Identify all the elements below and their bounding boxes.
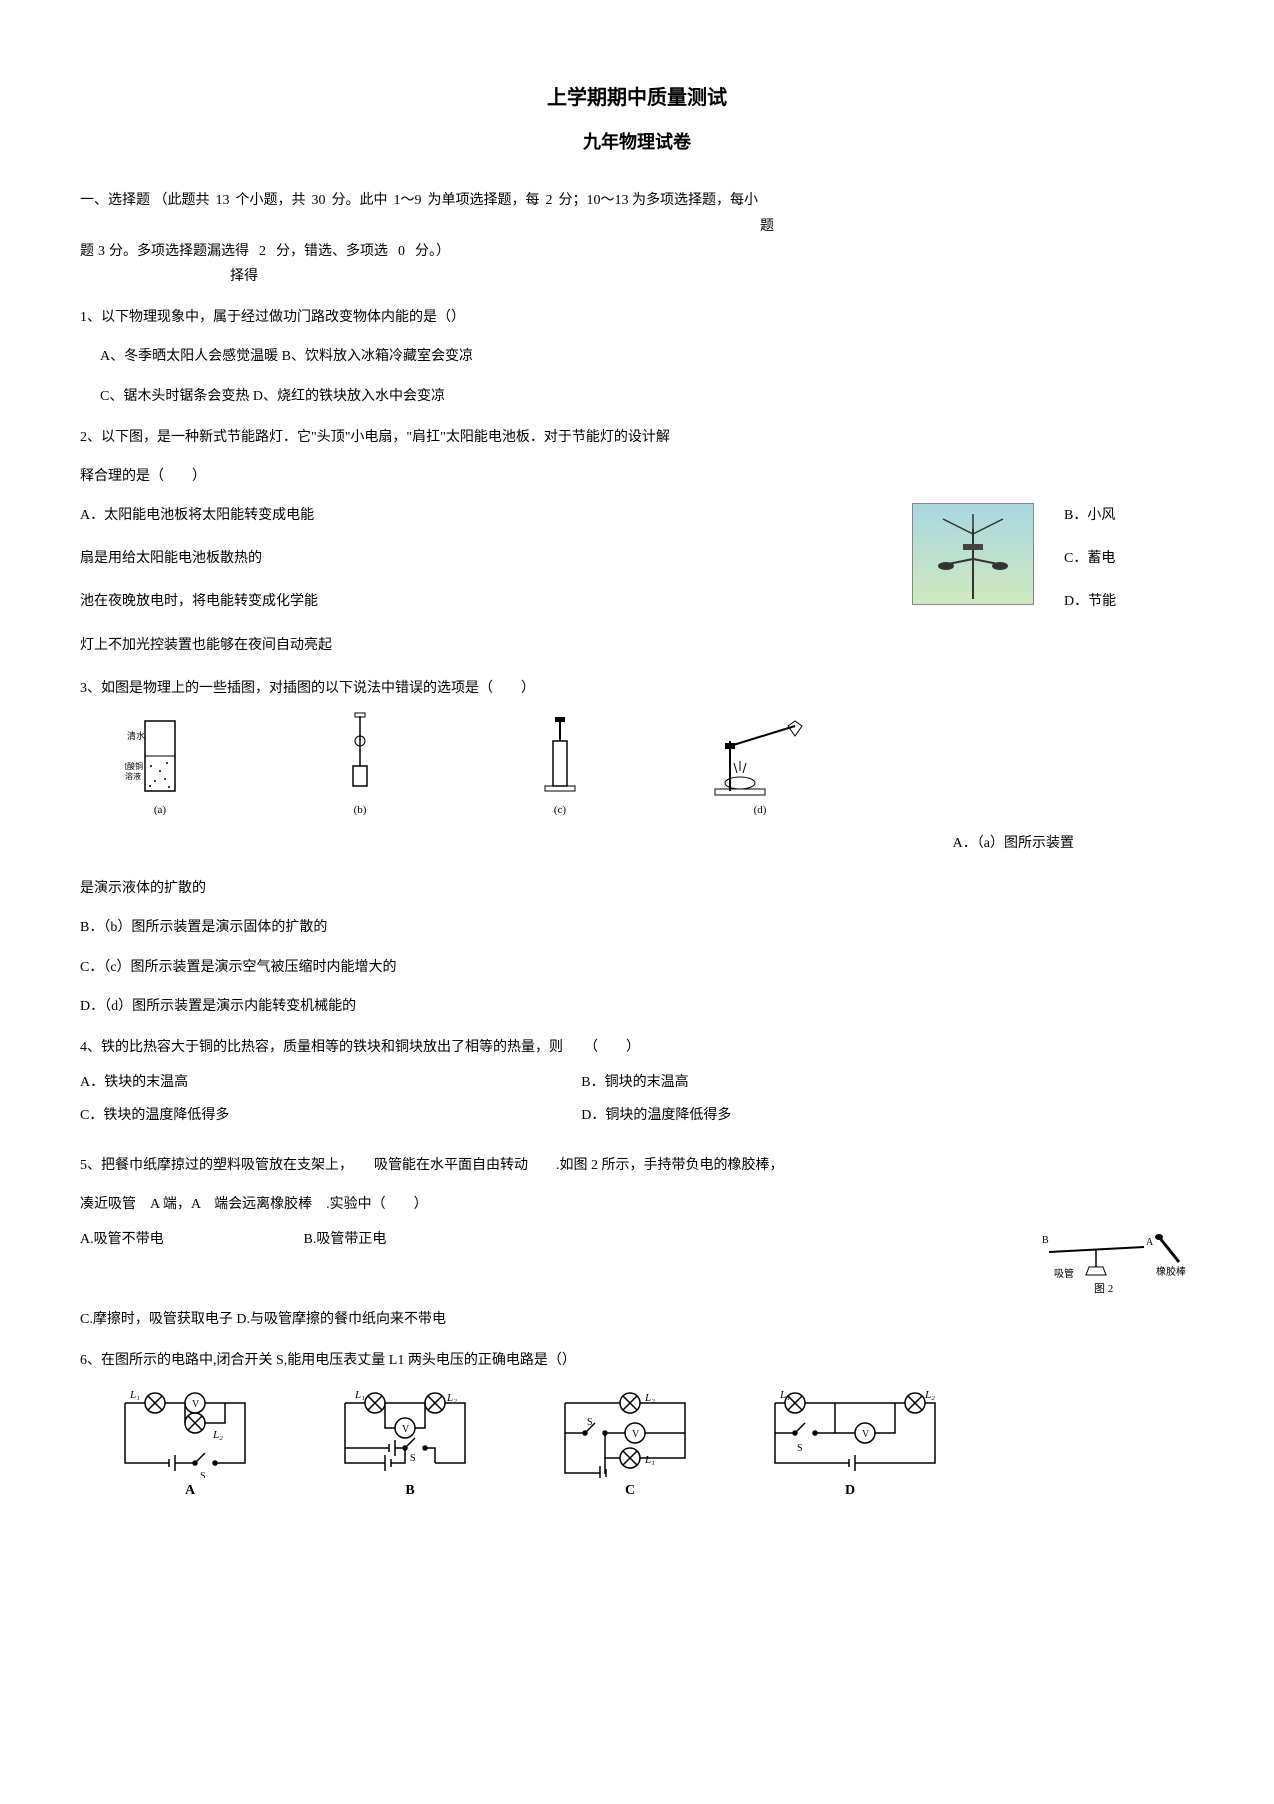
q4-stem: 4、铁的比热容大于铜的比热容，质量相等的铁块和铜块放出了相等的热量，则 （ ） [80,1035,1194,1060]
q2-opt-d-cont: 灯上不加光控装置也能够在夜间自动亮起 [80,633,760,658]
svg-text:L₂: L₂ [212,1429,223,1441]
q2-stem1: 2、以下图，是一种新式节能路灯．它"头顶"小电扇，"肩扛"太阳能电池板．对于节能… [80,425,1194,450]
circuit-d: L₁ V L₂ S D [760,1383,940,1503]
straw-diagram: B A 吸管 橡胶棒 图 2 [1034,1227,1194,1297]
q4-opt-b: B．铜块的末温高 [581,1070,1082,1095]
svg-text:L₁: L₁ [354,1389,365,1401]
question-1: 1、以下物理现象中，属于经过做功门路改变物体内能的是（） A、冬季晒太阳人会感觉… [80,305,1194,409]
q3-opt-a-cont: 是演示液体的扩散的 [80,876,1194,901]
q5-stem2: 凑近吸管 A 端，A 端会远离橡胶棒 .实验中（ ） [80,1192,1194,1217]
diagram-b: (b) [300,711,420,821]
q2-opt-c-cont: 池在夜晚放电时，将电能转变成化学能 [80,589,760,614]
circuit-a-label: A [185,1478,195,1503]
instr-num: 2 [259,239,266,264]
instr-num: 0 [398,239,405,264]
instr-text: 一、选择题 （此题共 [80,188,210,213]
svg-text:A: A [1146,1237,1154,1248]
svg-text:B: B [1042,1235,1049,1246]
q5-opt-cd: C.摩擦时，吸管获取电子 D.与吸管摩擦的餐巾纸向来不带电 [80,1307,1194,1332]
q3-opt-c: C．（c）图所示装置是演示空气被压缩时内能增大的 [80,955,1194,980]
q1-opt-ab: A、冬季晒太阳人会感觉温暖 B、饮料放入冰箱冷藏室会变凉 [100,344,1194,369]
svg-text:图 2: 图 2 [1094,1282,1113,1295]
svg-text:S: S [200,1471,206,1478]
svg-text:S: S [410,1453,416,1464]
instr-num: 30 [312,188,326,213]
q5-stem1: 5、把餐巾纸摩掠过的塑料吸管放在支架上， 吸管能在水平面自由转动 .如图 2 所… [80,1153,1194,1178]
svg-text:L₂: L₂ [446,1392,457,1404]
streetlamp-image [912,503,1034,605]
instr-num: 13 [216,188,230,213]
diagram-d-label: (d) [754,801,767,821]
q3-opt-d: D．（d）图所示装置是演示内能转变机械能的 [80,994,1194,1019]
q1-stem: 1、以下物理现象中，属于经过做功门路改变物体内能的是（） [80,305,1194,330]
instr-stack: 择得 [230,264,1194,289]
svg-text:V: V [402,1424,410,1435]
q1-opt-cd: C、锯木头时锯条会变热 D、烧红的铁块放入水中会变凉 [100,384,1194,409]
q2-opt-b-cont: 扇是用给太阳能电池板散热的 [80,546,760,571]
svg-text:清水: 清水 [127,730,145,741]
question-6: 6、在图所示的电路中,闭合开关 S,能用电压表丈量 L1 两头电压的正确电路是（… [80,1348,1194,1503]
streetlamp-svg [918,509,1028,599]
diagram-a-label: (a) [154,801,166,821]
svg-text:V: V [632,1429,640,1440]
instr-text: 分。此中 [332,188,388,213]
circuit-b: L₁ V L₂ S B [320,1383,500,1503]
question-5: 5、把餐巾纸摩掠过的塑料吸管放在支架上， 吸管能在水平面自由转动 .如图 2 所… [80,1153,1194,1333]
question-3: 3、如图是物理上的一些插图，对插图的以下说法中错误的选项是（ ） 清水 硫酸铜 … [80,676,1194,1019]
svg-text:V: V [862,1429,870,1440]
svg-text:L₂: L₂ [644,1392,655,1404]
question-4: 4、铁的比热容大于铜的比热容，质量相等的铁块和铜块放出了相等的热量，则 （ ） … [80,1035,1194,1137]
q5-opt-a: A.吸管不带电 [80,1227,300,1252]
diagram-a: 清水 硫酸铜 溶液 (a) [100,711,220,821]
circuit-c: L₂ V L₁ S C [540,1383,720,1503]
svg-text:L₂: L₂ [924,1389,935,1401]
page-title: 上学期期中质量测试 [80,80,1194,116]
diagram-c: (c) [500,711,620,821]
q2-opt-d-label: D．节能 [1064,589,1174,614]
circuit-d-label: D [845,1478,855,1503]
svg-text:L₁: L₁ [644,1454,655,1466]
diagram-d: (d) [700,711,820,821]
instr-text: 分。多项选择题漏选得 [109,239,249,264]
svg-text:S: S [587,1417,593,1428]
instr-text: 个小题，共 [236,188,306,213]
q3-opt-a: A．（a）图所示装置 [80,831,1074,856]
svg-text:硫酸铜: 硫酸铜 [125,761,143,771]
page-subtitle: 九年物理试卷 [80,126,1194,158]
diagram-c-label: (c) [554,801,566,821]
instr-num: 2 [546,188,553,213]
instr-stack: 题 [340,214,1194,239]
q2-opt-a: A．太阳能电池板将太阳能转变成电能 [80,503,760,528]
instr-text: 分。） [415,239,450,264]
q6-stem: 6、在图所示的电路中,闭合开关 S,能用电压表丈量 L1 两头电压的正确电路是（… [80,1348,1194,1373]
q2-opt-c-label: C．蓄电 [1064,546,1174,571]
q2-stem2: 释合理的是（ ） [80,464,1194,489]
q4-opt-a: A．铁块的末温高 [80,1070,581,1095]
diagram-b-label: (b) [354,801,367,821]
circuit-a: L₁ V L₂ S A [100,1383,280,1503]
svg-text:吸管: 吸管 [1054,1267,1074,1280]
q3-stem: 3、如图是物理上的一些插图，对插图的以下说法中错误的选项是（ ） [80,676,1194,701]
svg-text:V: V [192,1399,200,1410]
q4-opt-d: D．铜块的温度降低得多 [581,1103,1082,1128]
q2-opt-b-label: B．小风 [1064,503,1174,528]
question-2: 2、以下图，是一种新式节能路灯．它"头顶"小电扇，"肩扛"太阳能电池板．对于节能… [80,425,1194,658]
section-instructions: 一、选择题 （此题共 13 个小题，共 30 分。此中 1～9 为单项选择题，每… [80,188,1194,289]
instr-text: 分，错选、多项选 [276,239,388,264]
svg-text:橡胶棒: 橡胶棒 [1156,1265,1186,1278]
q5-opt-b: B.吸管带正电 [304,1232,387,1247]
circuit-c-label: C [625,1478,635,1503]
svg-text:L₁: L₁ [779,1389,790,1401]
q4-opt-c: C．铁块的温度降低得多 [80,1103,581,1128]
instr-text: 题 [80,239,94,264]
instr-num: 1～9 [394,188,422,213]
svg-text:S: S [797,1443,803,1454]
circuit-b-label: B [405,1478,414,1503]
svg-text:L₁: L₁ [129,1389,140,1401]
svg-text:溶液: 溶液 [125,771,141,781]
instr-text: 为单项选择题，每 [428,188,540,213]
instr-text: 分；10～13 为多项选择题，每小 [559,188,759,213]
q3-opt-b: B．（b）图所示装置是演示固体的扩散的 [80,915,1194,940]
instr-num: 3 [98,239,105,264]
